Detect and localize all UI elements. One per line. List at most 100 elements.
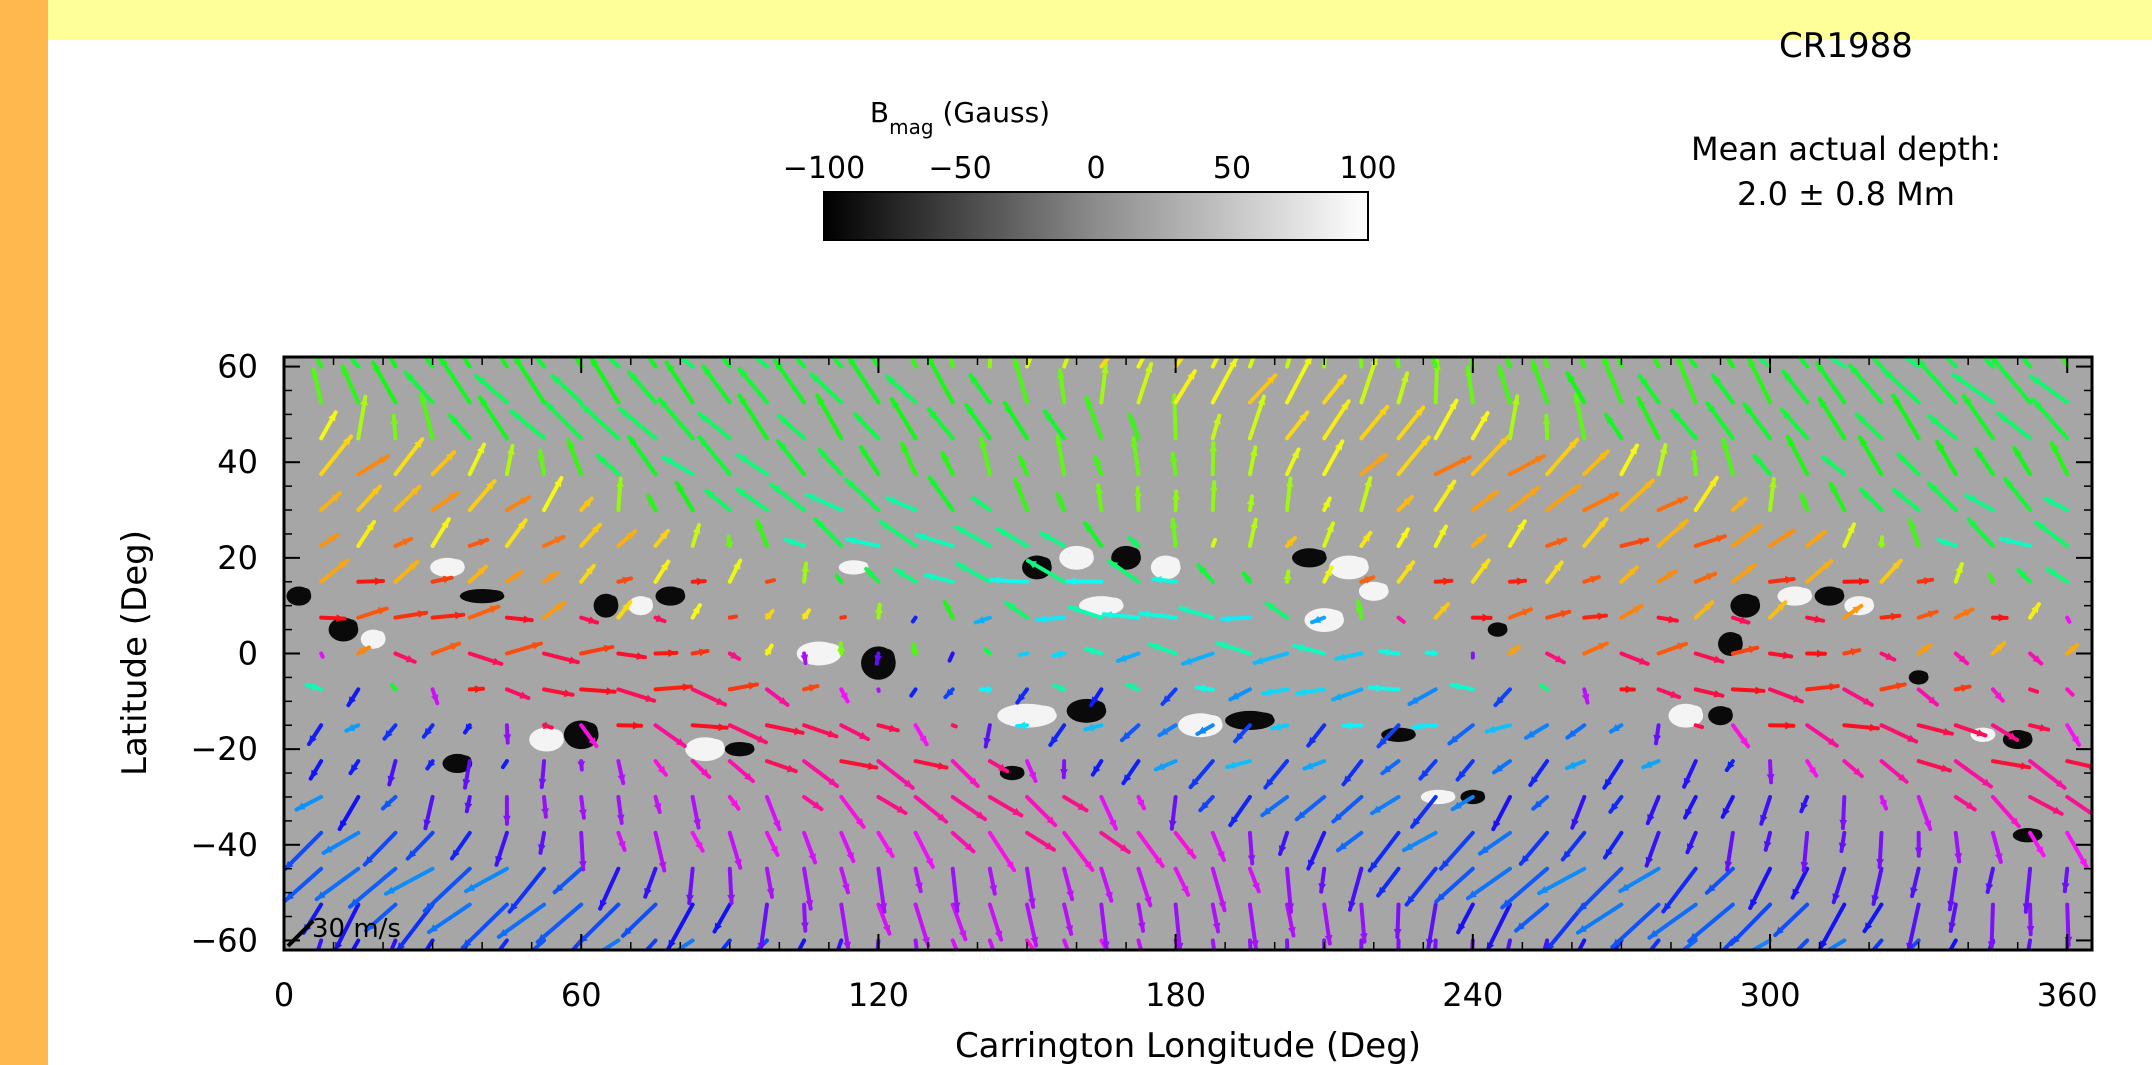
flow-arrow-head <box>1460 457 1470 465</box>
region-lobe <box>1077 547 1094 561</box>
flow-arrow-head <box>1119 844 1129 852</box>
flow-arrow-head <box>441 519 449 529</box>
flow-arrow-head <box>1775 926 1784 936</box>
flow-arrow-head <box>328 412 336 422</box>
flow-arrow-head <box>1879 799 1887 809</box>
flow-arrow-head <box>727 894 736 903</box>
flow-arrow-head <box>1320 976 1328 984</box>
flow-arrow-head <box>983 737 992 747</box>
flow-arrow-head <box>410 486 420 496</box>
flow-arrow-head <box>1770 320 1778 329</box>
flow-arrow-head <box>1827 737 1837 746</box>
flow-arrow <box>333 902 361 950</box>
flow-arrow <box>437 357 472 405</box>
y-tick-label: 40 <box>217 443 258 481</box>
flow-arrow-head <box>537 450 546 460</box>
flow-arrow-head <box>1169 519 1178 528</box>
flow-arrow-head <box>1599 451 1608 460</box>
flow-arrow-head <box>1348 900 1356 910</box>
flow-arrow-head <box>1213 970 1221 979</box>
flow-arrow-head <box>377 607 387 615</box>
region-lobe <box>1795 587 1812 599</box>
flow-arrow <box>909 357 918 369</box>
flow-arrow-head <box>944 601 952 611</box>
flow-arrow-head <box>1420 437 1429 447</box>
flow-arrow-head <box>2055 779 2065 788</box>
flow-arrow-head <box>1218 901 1227 911</box>
flow-arrow-head <box>1137 799 1144 809</box>
flow-arrow-head <box>532 642 541 650</box>
flow-arrow-head <box>1246 496 1255 506</box>
flow-arrow-head <box>1893 489 1903 498</box>
flow-arrow <box>1485 902 1512 950</box>
flow-arrow <box>947 651 955 663</box>
region-lobe <box>1374 583 1388 594</box>
flow-arrow-head <box>714 922 722 932</box>
flow-arrows <box>284 320 2092 984</box>
flow-arrow-head <box>1850 365 1859 375</box>
flow-arrow-head <box>817 395 825 405</box>
flow-arrow-head <box>989 885 998 894</box>
flow-arrow-head <box>2014 447 2022 457</box>
flow-arrow-head <box>555 322 563 331</box>
flow-arrow-head <box>1092 765 1101 775</box>
flow-arrow-head <box>1278 845 1287 854</box>
flow-arrow-head <box>1209 443 1218 452</box>
flow-arrow-head <box>1553 562 1562 572</box>
flow-arrow-head <box>828 778 838 786</box>
flow-arrow <box>1173 357 1185 369</box>
flow-arrow-head <box>2061 882 2070 892</box>
flow-arrow <box>1988 572 1995 584</box>
flow-arrow-head <box>1562 850 1571 860</box>
flow-arrow-head <box>1785 530 1794 539</box>
flow-arrow-head <box>300 320 307 329</box>
flow-arrow-head <box>350 898 359 907</box>
x-tick-label: 0 <box>274 976 294 1014</box>
flow-arrow-head <box>819 449 828 459</box>
flow-arrow-head <box>682 683 691 692</box>
flow-arrow-head <box>972 498 982 506</box>
flow-arrow-head <box>730 799 739 809</box>
flow-arrow <box>1285 357 1314 405</box>
flow-arrow-head <box>1914 847 1923 856</box>
flow-arrow-head <box>1140 610 1150 619</box>
flow-arrow <box>570 938 584 950</box>
flow-arrow-head <box>1198 565 1207 574</box>
flow-arrow-head <box>1653 734 1661 744</box>
flow-arrow-head <box>1067 577 1076 586</box>
flow-arrow-head <box>1713 375 1722 385</box>
flow-arrow-head <box>1861 489 1870 499</box>
flow-arrow-head <box>335 941 343 950</box>
region-lobe <box>344 619 358 633</box>
flow-arrow-head <box>925 857 933 867</box>
flow-arrow-head <box>1850 648 1860 656</box>
flow-arrow <box>599 938 621 950</box>
flow-arrow-head <box>1923 820 1932 830</box>
flow-arrow-head <box>699 437 708 446</box>
flow-arrow <box>605 357 621 369</box>
flow-arrow-head <box>991 576 1000 585</box>
flow-arrow-head <box>554 884 564 893</box>
flow-arrow-head <box>1155 323 1162 332</box>
flow-arrow-head <box>937 813 947 822</box>
flow-arrow-head <box>379 456 388 464</box>
flow-arrow-head <box>1168 820 1177 829</box>
flow-arrow-head <box>1706 884 1716 893</box>
flow-arrow-head <box>517 520 526 530</box>
flow-arrow <box>1576 866 1624 914</box>
flow-arrow-head <box>346 723 356 731</box>
flow-arrow <box>1433 938 1438 950</box>
flow-arrow <box>2028 687 2040 694</box>
x-axis-label: Carrington Longitude (Deg) <box>955 1026 1421 1065</box>
flow-arrow <box>1755 357 1773 369</box>
flow-arrow-head <box>578 861 587 870</box>
flow-arrow-head <box>801 563 810 572</box>
flow-arrow-head <box>1608 493 1618 501</box>
flow-arrow-head <box>537 933 547 942</box>
flow-arrow-head <box>1403 496 1412 506</box>
flow-arrow-head <box>1085 723 1095 732</box>
flow-arrow-head <box>1431 958 1439 966</box>
colorbar: Bmag (Gauss) −100 −50 0 50 100 <box>783 96 1397 241</box>
flow-arrow-head <box>1186 848 1195 858</box>
flow-arrow-head <box>618 840 626 850</box>
